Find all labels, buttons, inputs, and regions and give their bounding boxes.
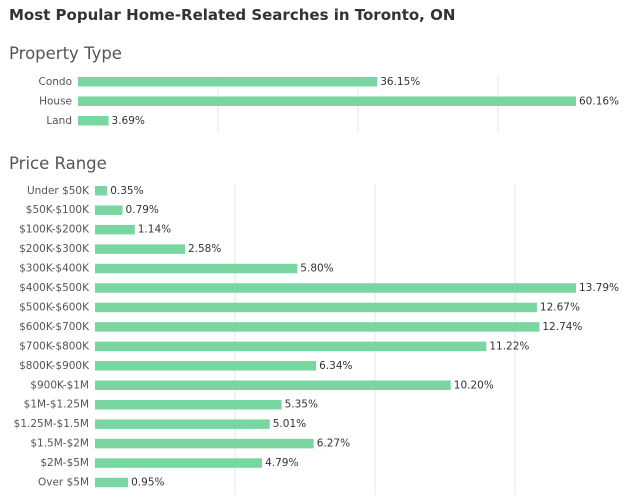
price-range-bar (95, 341, 487, 352)
price-range-bar (95, 205, 123, 215)
price-range-bar (95, 283, 576, 293)
price-range-bar (95, 302, 537, 313)
price-range-category-label: $2M-$5M (40, 457, 89, 469)
price-range-category-label: $400K-$500K (19, 282, 90, 294)
price-range-value-label: 13.79% (579, 282, 619, 294)
price-range-title: Price Range (9, 154, 107, 173)
price-range-value-label: 5.80% (300, 263, 333, 275)
price-range-category-label: $700K-$800K (19, 340, 90, 352)
price-range-bar (95, 380, 451, 390)
property-type-value-label: 36.15% (380, 76, 420, 88)
price-range-bar (95, 458, 263, 468)
price-range-value-label: 11.22% (489, 340, 529, 352)
price-range-value-label: 0.95% (131, 477, 164, 489)
price-range-bar (95, 438, 314, 449)
price-range-value-label: 6.34% (319, 360, 352, 372)
price-range-bar (95, 419, 270, 429)
property-type-bar (78, 77, 378, 87)
price-range-bar (95, 263, 298, 274)
price-range-value-label: 0.35% (110, 185, 143, 197)
price-range-bar (95, 224, 135, 235)
price-range-category-label: $300K-$400K (19, 263, 90, 275)
price-range-bar (95, 186, 108, 196)
price-range-category-label: $1M-$1.25M (24, 399, 89, 411)
price-range-bar (95, 244, 185, 254)
price-range-category-label: $1.5M-$2M (30, 438, 89, 450)
price-range-value-label: 10.20% (454, 379, 494, 391)
price-range-category-label: Under $50K (27, 185, 90, 197)
page-title: Most Popular Home-Related Searches in To… (9, 6, 456, 24)
price-range-bar (95, 477, 129, 488)
price-range-bar (95, 361, 317, 371)
price-range-category-label: $900K-$1M (30, 379, 89, 391)
price-range-value-label: 0.79% (126, 204, 159, 216)
property-type-bar (78, 116, 109, 126)
property-type-category-label: House (39, 95, 72, 107)
price-range-category-label: $1.25M-$1.5M (14, 418, 89, 430)
price-range-value-label: 6.27% (317, 438, 350, 450)
price-range-bar (95, 322, 540, 332)
price-range-value-label: 12.74% (542, 321, 582, 333)
price-range-value-label: 4.79% (265, 457, 298, 469)
price-range-category-label: $600K-$700K (19, 321, 90, 333)
price-range-category-label: Over $5M (38, 477, 89, 489)
price-range-category-label: $100K-$200K (19, 224, 90, 236)
price-range-category-label: $500K-$600K (19, 301, 90, 313)
price-range-category-label: $800K-$900K (19, 360, 90, 372)
price-range-value-label: 1.14% (138, 224, 171, 236)
price-range-value-label: 5.01% (273, 418, 306, 430)
price-range-bar (95, 399, 282, 410)
property-type-category-label: Condo (39, 76, 73, 88)
property-type-category-label: Land (46, 115, 72, 127)
property-type-value-label: 60.16% (579, 95, 619, 107)
price-range-value-label: 12.67% (540, 301, 580, 313)
price-range-category-label: $50K-$100K (26, 204, 90, 216)
price-range-category-label: $200K-$300K (19, 243, 90, 255)
property-type-bar (78, 96, 576, 106)
property-type-value-label: 3.69% (112, 115, 145, 127)
property-type-title: Property Type (9, 44, 122, 63)
price-range-value-label: 5.35% (285, 399, 318, 411)
price-range-value-label: 2.58% (188, 243, 221, 255)
